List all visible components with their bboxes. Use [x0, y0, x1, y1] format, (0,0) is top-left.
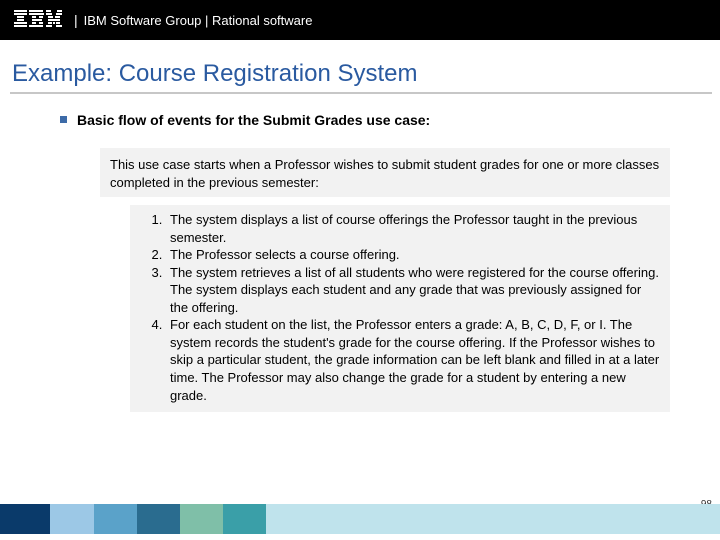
header-bar: | IBM Software Group | Rational software — [0, 0, 720, 40]
steps-box: The system displays a list of course off… — [130, 205, 670, 412]
bullet-square-icon — [60, 116, 67, 123]
footer-segment — [94, 504, 137, 534]
page-title: Example: Course Registration System — [0, 40, 720, 92]
bullet-row: Basic flow of events for the Submit Grad… — [60, 112, 710, 128]
list-item: The Professor selects a course offering. — [166, 246, 662, 264]
steps-list: The system displays a list of course off… — [166, 211, 662, 404]
footer-strip — [0, 504, 720, 534]
ibm-logo — [14, 10, 62, 30]
bullet-text: Basic flow of events for the Submit Grad… — [77, 112, 430, 128]
list-item: The system displays a list of course off… — [166, 211, 662, 246]
list-item: For each student on the list, the Profes… — [166, 316, 662, 404]
list-item: The system retrieves a list of all stude… — [166, 264, 662, 317]
footer-segment — [223, 504, 266, 534]
content-area: Basic flow of events for the Submit Grad… — [0, 94, 720, 412]
intro-paragraph: This use case starts when a Professor wi… — [100, 148, 670, 197]
footer-segment — [266, 504, 720, 534]
footer-segment — [180, 504, 223, 534]
footer-segment — [50, 504, 93, 534]
header-text: IBM Software Group | Rational software — [84, 13, 313, 28]
footer-segment — [137, 504, 180, 534]
header-divider: | — [74, 12, 78, 28]
footer-segment — [0, 504, 50, 534]
